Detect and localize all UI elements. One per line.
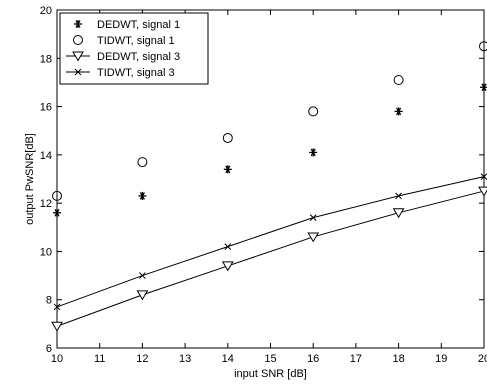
y-tick-label: 20 <box>40 5 52 17</box>
data-point <box>52 190 62 201</box>
legend-label: TIDWT, signal 3 <box>97 67 175 79</box>
x-tick-label: 20 <box>478 353 487 365</box>
data-point <box>74 68 82 76</box>
x-tick-label: 16 <box>307 353 319 365</box>
data-point <box>137 157 148 168</box>
y-tick-label: 10 <box>40 246 52 258</box>
data-point <box>308 106 319 117</box>
data-point <box>394 107 403 116</box>
y-tick-label: 8 <box>46 295 52 307</box>
series-4 <box>53 173 487 311</box>
legend-entry: TIDWT, signal 3 <box>66 67 175 79</box>
data-point <box>72 51 84 62</box>
data-point <box>309 214 317 221</box>
series-1 <box>53 83 487 217</box>
data-point <box>479 41 487 52</box>
y-tick-label: 12 <box>40 198 52 210</box>
x-tick-label: 19 <box>435 353 447 365</box>
series-line <box>56 190 485 327</box>
data-point <box>221 261 234 272</box>
data-point <box>224 243 232 250</box>
data-point <box>53 303 61 311</box>
data-point <box>392 208 405 219</box>
series-line <box>56 176 485 308</box>
legend-entry: DEDWT, signal 3 <box>66 51 180 63</box>
x-tick-label: 12 <box>136 353 148 365</box>
data-point <box>136 290 149 301</box>
series-3 <box>51 186 487 332</box>
x-tick-label: 14 <box>222 353 234 365</box>
y-axis-label: output PwSNR[dB] <box>24 133 36 225</box>
data-point <box>393 75 404 86</box>
data-point <box>222 132 233 143</box>
x-axis-label: input SNR [dB] <box>234 368 307 380</box>
x-tick-label: 10 <box>51 353 63 365</box>
data-point <box>74 20 82 28</box>
legend-entry: DEDWT, signal 1 <box>74 19 180 31</box>
legend-label: DEDWT, signal 3 <box>97 51 180 63</box>
data-point <box>73 35 83 45</box>
data-point <box>51 321 63 332</box>
data-point <box>223 165 232 174</box>
data-point <box>138 191 147 200</box>
data-point <box>307 232 320 243</box>
y-tick-label: 14 <box>40 150 52 162</box>
legend-label: TIDWT, signal 1 <box>97 35 175 47</box>
x-tick-label: 18 <box>392 353 404 365</box>
y-tick-label: 16 <box>40 102 52 114</box>
data-point <box>480 173 487 180</box>
y-tick-label: 18 <box>40 53 52 65</box>
x-tick-label: 15 <box>264 353 276 365</box>
legend-label: DEDWT, signal 1 <box>97 19 180 31</box>
x-tick-label: 13 <box>179 353 191 365</box>
x-tick-label: 17 <box>350 353 362 365</box>
data-point <box>53 208 61 217</box>
y-tick-label: 6 <box>46 343 52 355</box>
series-2 <box>52 41 487 201</box>
x-tick-label: 11 <box>94 353 105 365</box>
data-point <box>309 148 318 157</box>
data-point <box>139 272 146 279</box>
legend-entry: TIDWT, signal 1 <box>73 35 175 47</box>
data-point <box>395 192 402 200</box>
